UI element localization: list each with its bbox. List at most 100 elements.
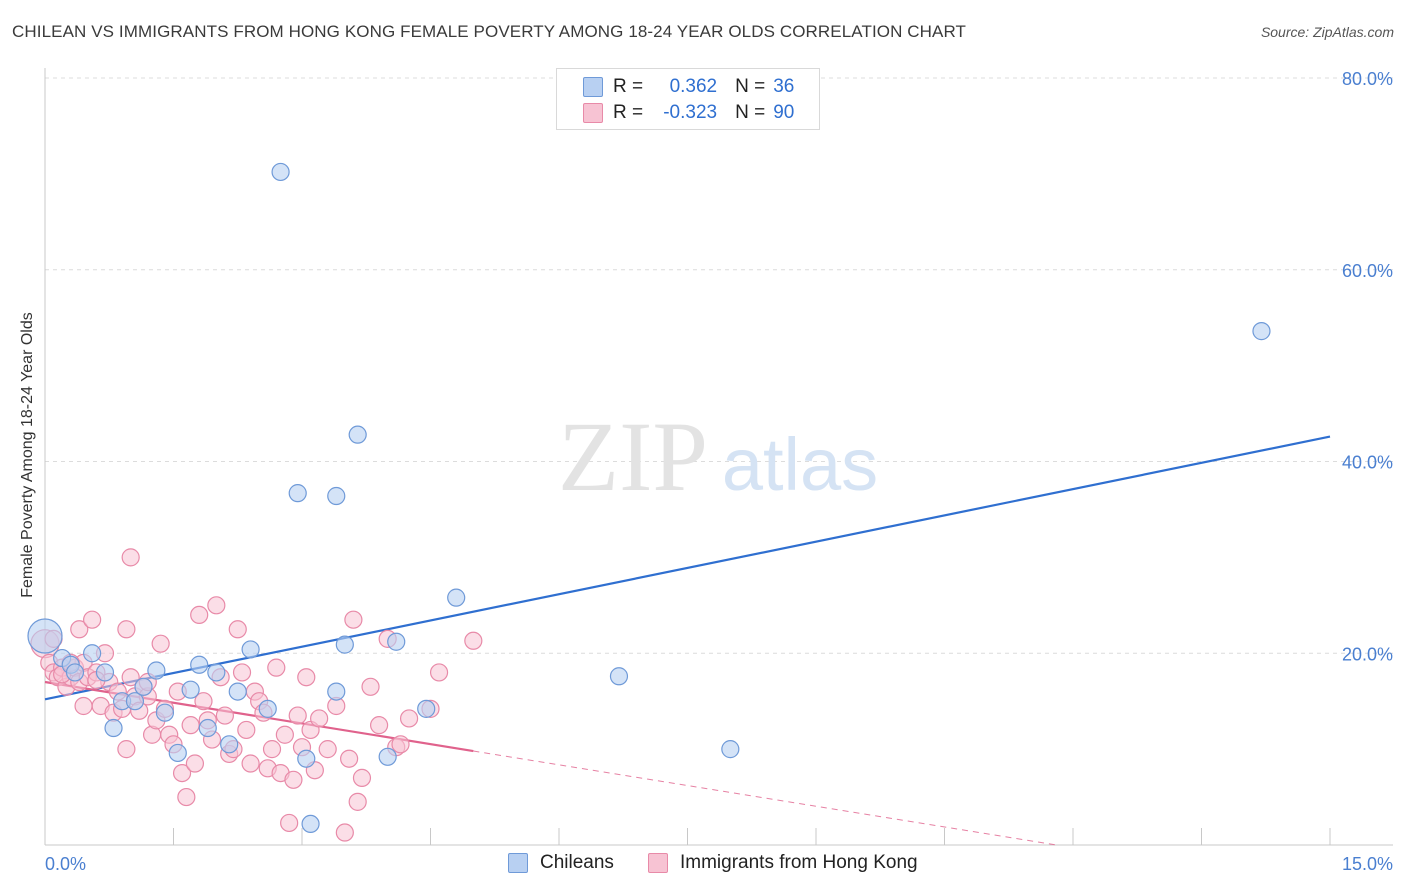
data-point-hong-kong bbox=[348, 792, 367, 811]
data-point-chileans bbox=[228, 682, 247, 701]
data-point-hong-kong bbox=[121, 548, 140, 567]
legend-r-value: -0.323 bbox=[663, 102, 718, 123]
data-point-hong-kong bbox=[344, 610, 363, 629]
legend-swatch-blue bbox=[508, 853, 528, 873]
data-point-chileans bbox=[417, 699, 436, 718]
data-point-chileans bbox=[241, 640, 260, 659]
data-point-chileans bbox=[168, 743, 187, 763]
data-point-chileans bbox=[220, 735, 239, 754]
data-point-hong-kong bbox=[83, 610, 102, 629]
data-point-chileans bbox=[387, 632, 406, 651]
data-point-hong-kong bbox=[267, 658, 286, 677]
data-point-hong-kong bbox=[280, 813, 299, 833]
data-point-hong-kong bbox=[232, 663, 252, 682]
data-point-chileans bbox=[271, 162, 290, 182]
legend-r-value: 0.362 bbox=[669, 76, 718, 97]
legend-item-chileans: Chileans bbox=[508, 852, 614, 874]
data-point-hong-kong bbox=[121, 668, 140, 687]
data-point-hong-kong bbox=[352, 768, 372, 787]
legend-stats: R = 0.362 N = 36 R = -0.323 N = 90 bbox=[556, 68, 820, 130]
legend-n-label: N = bbox=[735, 102, 766, 123]
data-point-chileans bbox=[207, 663, 226, 682]
data-point-chileans bbox=[134, 677, 153, 696]
data-point-chileans bbox=[348, 425, 367, 444]
watermark-atlas: atlas bbox=[722, 423, 878, 506]
data-point-hong-kong bbox=[370, 716, 389, 735]
data-point-chileans bbox=[721, 740, 740, 759]
chart-title: CHILEAN VS IMMIGRANTS FROM HONG KONG FEM… bbox=[12, 22, 967, 41]
legend-r-label: R = bbox=[613, 76, 644, 97]
legend-row-hong-kong: R = -0.323 N = 90 bbox=[583, 101, 794, 125]
data-point-chileans bbox=[447, 588, 466, 607]
data-point-chileans bbox=[181, 680, 200, 699]
trend-line-chileans bbox=[44, 435, 1331, 701]
legend-swatch-pink bbox=[583, 103, 603, 123]
x-tick-label: 0.0% bbox=[45, 854, 86, 874]
data-point-hong-kong bbox=[275, 725, 294, 744]
data-point-hong-kong bbox=[70, 620, 89, 639]
data-point-hong-kong bbox=[284, 770, 303, 789]
data-point-chileans bbox=[297, 749, 316, 768]
data-point-chileans bbox=[609, 667, 629, 686]
y-tick-label: 40.0% bbox=[1342, 453, 1393, 473]
data-point-hong-kong bbox=[207, 596, 226, 615]
data-point-hong-kong bbox=[318, 740, 337, 759]
series-hong-kong bbox=[30, 548, 483, 842]
legend-item-hong-kong: Immigrants from Hong Kong bbox=[648, 852, 918, 874]
data-point-hong-kong bbox=[215, 706, 234, 725]
data-point-hong-kong bbox=[181, 716, 200, 735]
data-point-chileans bbox=[104, 718, 123, 738]
data-point-chileans bbox=[327, 682, 346, 701]
data-point-hong-kong bbox=[241, 754, 260, 773]
data-point-hong-kong bbox=[429, 663, 449, 682]
data-point-chileans bbox=[95, 663, 115, 682]
data-point-hong-kong bbox=[172, 763, 192, 783]
legend-n-value: 36 bbox=[773, 76, 795, 97]
data-point-chileans bbox=[155, 703, 175, 722]
data-point-hong-kong bbox=[464, 631, 483, 650]
data-point-hong-kong bbox=[74, 696, 93, 716]
data-point-hong-kong bbox=[391, 735, 410, 754]
data-point-hong-kong bbox=[151, 634, 170, 653]
source-label: Source: ZipAtlas.com bbox=[1260, 24, 1394, 40]
data-point-hong-kong bbox=[335, 823, 354, 842]
data-point-hong-kong bbox=[297, 668, 316, 687]
legend-swatch-blue bbox=[583, 77, 603, 97]
data-point-chileans bbox=[65, 663, 85, 682]
legend-n-label: N = bbox=[735, 76, 766, 97]
data-point-chileans bbox=[288, 484, 307, 503]
data-point-chileans bbox=[327, 486, 346, 506]
y-axis-label: Female Poverty Among 18-24 Year Olds bbox=[19, 312, 36, 598]
legend-swatch-pink bbox=[648, 853, 668, 873]
data-point-hong-kong bbox=[194, 692, 213, 711]
data-point-chileans bbox=[378, 747, 397, 766]
data-point-chileans bbox=[27, 618, 63, 654]
data-point-hong-kong bbox=[288, 706, 307, 725]
data-point-hong-kong bbox=[310, 709, 329, 728]
y-tick-label: 80.0% bbox=[1342, 69, 1393, 89]
data-point-hong-kong bbox=[190, 605, 209, 625]
data-point-hong-kong bbox=[228, 620, 247, 639]
data-point-chileans bbox=[301, 814, 320, 834]
legend-label-hong-kong: Immigrants from Hong Kong bbox=[680, 852, 918, 873]
data-point-chileans bbox=[258, 699, 277, 718]
legend-n-value: 90 bbox=[773, 102, 795, 123]
data-point-chileans bbox=[335, 635, 354, 654]
watermark-zip: ZIP bbox=[558, 401, 708, 512]
grid bbox=[45, 77, 1393, 654]
legend-row-chileans: R = 0.362 N = 36 bbox=[583, 75, 794, 99]
series-chileans bbox=[27, 162, 1271, 834]
y-tick-label: 60.0% bbox=[1342, 261, 1393, 281]
y-tick-label: 20.0% bbox=[1342, 644, 1393, 664]
data-point-chileans bbox=[198, 718, 217, 738]
axes bbox=[44, 68, 1393, 846]
data-point-hong-kong bbox=[117, 740, 136, 759]
x-tick-label: 15.0% bbox=[1342, 854, 1393, 874]
data-point-hong-kong bbox=[361, 677, 380, 696]
legend-bottom: Chileans Immigrants from Hong Kong bbox=[0, 852, 1406, 878]
data-point-hong-kong bbox=[262, 740, 282, 759]
watermark: ZIP atlas bbox=[558, 401, 878, 512]
data-point-chileans bbox=[1252, 322, 1271, 341]
trend-line-hong-kong-extension bbox=[473, 750, 1057, 846]
